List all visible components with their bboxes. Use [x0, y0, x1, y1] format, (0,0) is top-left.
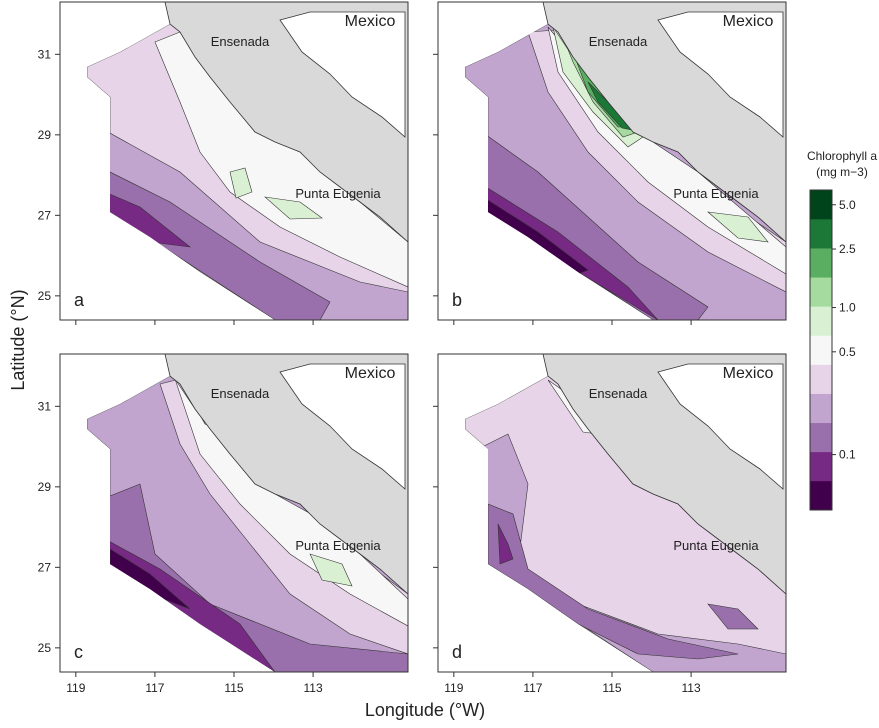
- x-tick-label: 115: [224, 681, 243, 695]
- y-tick-label: 27: [38, 208, 52, 222]
- colorbar-tick-label: 5.0: [839, 198, 856, 212]
- contour-region: [707, 603, 759, 630]
- place-label: Ensenada: [211, 386, 270, 401]
- map-panel: Mexico Ensenada Punta Eugenia b: [433, 1, 787, 325]
- colorbar-bin: [810, 335, 832, 365]
- colorbar-tick-label: 0.1: [839, 448, 856, 462]
- colorbar-bin: [810, 480, 832, 511]
- x-axis-label: Longitude (°W): [365, 700, 485, 720]
- place-label: Punta Eugenia: [673, 538, 759, 553]
- place-label: Mexico: [723, 365, 774, 382]
- y-tick-label: 29: [38, 480, 52, 494]
- place-label: Mexico: [345, 365, 396, 382]
- chlorophyll-contours: [87, 24, 408, 320]
- y-tick-label: 31: [38, 399, 52, 413]
- chlorophyll-contours: [87, 376, 408, 672]
- contour-region: [229, 167, 253, 199]
- place-label: Ensenada: [211, 34, 270, 49]
- colorbar-title: Chlorophyll a: [807, 149, 877, 163]
- gulf: [657, 11, 784, 138]
- colorbar-bin: [810, 219, 832, 249]
- gulf: [279, 11, 406, 138]
- gulf: [279, 363, 406, 490]
- place-label: Ensenada: [589, 386, 648, 401]
- colorbar-tick-label: 0.5: [839, 345, 856, 359]
- x-tick-label: 119: [66, 681, 85, 695]
- place-label: Punta Eugenia: [295, 538, 381, 553]
- contour-region: [707, 211, 769, 243]
- place-label: Mexico: [723, 13, 774, 30]
- colorbar-units: (mg m−3): [816, 165, 868, 179]
- colorbar-frame: [809, 189, 833, 511]
- colorbar-bin: [810, 277, 832, 307]
- map-panel: Mexico Ensenada Punta Eugenia a 31 29 27 25: [38, 1, 409, 325]
- place-label: Punta Eugenia: [673, 186, 759, 201]
- colorbar-bin: [810, 190, 832, 220]
- panel-letter: c: [74, 642, 83, 662]
- colorbar-bin: [810, 364, 832, 394]
- x-tick-label: 119: [444, 681, 463, 695]
- panel-letter: b: [452, 290, 462, 310]
- map-panel: Mexico Ensenada Punta Eugenia c 119 117 115 113…: [38, 353, 409, 695]
- colorbar-bin: [810, 422, 832, 453]
- colorbar-bin: [810, 306, 832, 336]
- colorbar-bin: [810, 451, 832, 482]
- colorbar-tick-label: 2.5: [839, 242, 856, 256]
- contour-region: [309, 553, 353, 587]
- place-label: Ensenada: [589, 34, 648, 49]
- y-tick-label: 25: [38, 289, 52, 303]
- x-tick-label: 113: [682, 681, 701, 695]
- y-axis-label: Latitude (°N): [8, 289, 28, 390]
- colorbar-bin: [810, 248, 832, 278]
- y-tick-label: 25: [38, 641, 52, 655]
- gulf: [657, 363, 784, 490]
- map-panel: Mexico Ensenada Punta Eugenia d 119 117 115 113: [433, 353, 787, 695]
- colorbar-bin: [810, 393, 832, 424]
- colorbar-tick-label: 1.0: [839, 301, 856, 315]
- place-label: Punta Eugenia: [295, 186, 381, 201]
- y-tick-label: 29: [38, 128, 52, 142]
- place-label: Mexico: [345, 13, 396, 30]
- y-tick-label: 31: [38, 47, 52, 61]
- y-tick-label: 27: [38, 560, 52, 574]
- contour-region: [264, 196, 323, 220]
- panel-letter: a: [74, 290, 85, 310]
- x-tick-label: 117: [145, 681, 164, 695]
- contour-region: [487, 503, 739, 660]
- panel-letter: d: [452, 642, 462, 662]
- x-tick-label: 117: [523, 681, 542, 695]
- x-tick-label: 115: [602, 681, 621, 695]
- contour-region: [497, 523, 514, 565]
- x-tick-label: 113: [304, 681, 323, 695]
